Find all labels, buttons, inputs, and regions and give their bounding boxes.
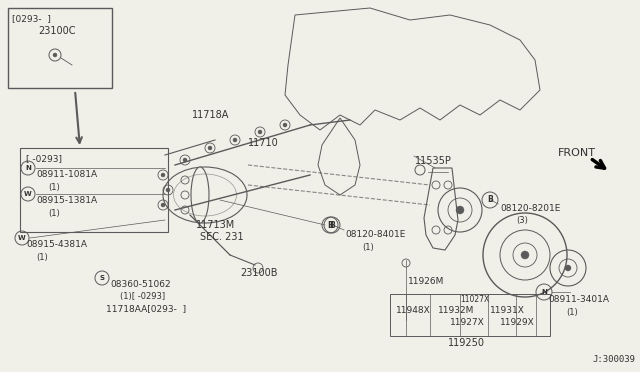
Text: 11718A: 11718A xyxy=(192,110,229,120)
Bar xyxy=(8,8,112,88)
Text: (1): (1) xyxy=(48,183,60,192)
Circle shape xyxy=(521,251,529,259)
Text: 08120-8201E: 08120-8201E xyxy=(500,204,561,213)
Text: N: N xyxy=(541,289,547,295)
Circle shape xyxy=(161,173,165,177)
Text: 11710: 11710 xyxy=(248,138,279,148)
Text: 11929X: 11929X xyxy=(500,318,535,327)
Text: B: B xyxy=(487,196,493,205)
Text: 23100B: 23100B xyxy=(240,268,278,278)
Ellipse shape xyxy=(191,167,209,223)
Text: J:300039: J:300039 xyxy=(592,355,635,364)
Text: 11718AA[0293-  ]: 11718AA[0293- ] xyxy=(106,304,186,313)
Text: 11535P: 11535P xyxy=(415,156,452,166)
Text: [ -0293]: [ -0293] xyxy=(26,154,62,163)
Circle shape xyxy=(166,188,170,192)
Text: 08911-1081A: 08911-1081A xyxy=(36,170,97,179)
Text: S: S xyxy=(99,275,104,281)
Text: (1): (1) xyxy=(362,243,374,252)
Text: W: W xyxy=(24,191,32,197)
Text: (1): (1) xyxy=(566,308,578,317)
Text: N: N xyxy=(25,165,31,171)
Circle shape xyxy=(233,138,237,142)
Text: 08915-4381A: 08915-4381A xyxy=(26,240,87,249)
Text: 11948X: 11948X xyxy=(396,306,431,315)
Text: 08911-3401A: 08911-3401A xyxy=(548,295,609,304)
Circle shape xyxy=(565,265,571,271)
Text: (1): (1) xyxy=(48,209,60,218)
Text: B: B xyxy=(327,221,333,230)
Text: FRONT: FRONT xyxy=(558,148,596,158)
Circle shape xyxy=(456,206,464,214)
Text: [0293-  ]: [0293- ] xyxy=(12,14,51,23)
Text: (1)[ -0293]: (1)[ -0293] xyxy=(120,292,165,301)
Text: W: W xyxy=(18,235,26,241)
Text: 11931X: 11931X xyxy=(490,306,525,315)
Text: 08120-8401E: 08120-8401E xyxy=(345,230,405,239)
Circle shape xyxy=(258,130,262,134)
Circle shape xyxy=(53,53,57,57)
Text: 11027X: 11027X xyxy=(460,295,489,304)
Text: 11713M: 11713M xyxy=(196,220,236,230)
Circle shape xyxy=(161,203,165,207)
Text: B: B xyxy=(329,221,335,230)
Circle shape xyxy=(183,158,187,162)
Text: 08360-51062: 08360-51062 xyxy=(110,280,171,289)
Text: 119250: 119250 xyxy=(448,338,485,348)
Text: 11926M: 11926M xyxy=(408,277,444,286)
Text: 08915-1381A: 08915-1381A xyxy=(36,196,97,205)
Bar xyxy=(390,294,550,336)
Text: (1): (1) xyxy=(36,253,48,262)
Text: 11932M: 11932M xyxy=(438,306,474,315)
Circle shape xyxy=(208,146,212,150)
Text: (3): (3) xyxy=(516,216,528,225)
Text: 11927X: 11927X xyxy=(450,318,484,327)
Bar xyxy=(20,148,168,232)
Text: 23100C: 23100C xyxy=(38,26,76,36)
Text: SEC. 231: SEC. 231 xyxy=(200,232,244,242)
Circle shape xyxy=(283,123,287,127)
